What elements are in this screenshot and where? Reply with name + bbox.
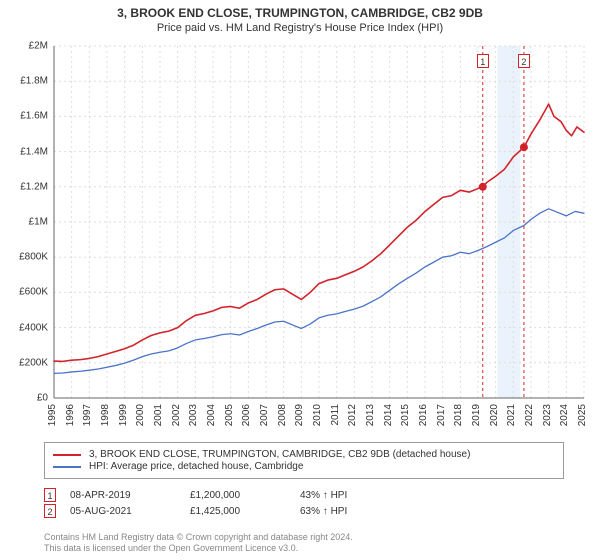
x-tick-label: 1996 <box>65 404 76 426</box>
x-tick-label: 2015 <box>400 404 411 426</box>
legend-box: 3, BROOK END CLOSE, TRUMPINGTON, CAMBRID… <box>44 442 564 479</box>
x-tick-label: 2007 <box>259 404 270 426</box>
transaction-vs-hpi: 63% ↑ HPI <box>300 506 420 517</box>
legend-row-address: 3, BROOK END CLOSE, TRUMPINGTON, CAMBRID… <box>53 449 555 460</box>
transaction-vs-hpi: 43% ↑ HPI <box>300 490 420 501</box>
x-tick-label: 2008 <box>277 404 288 426</box>
footer-line-1: Contains HM Land Registry data © Crown c… <box>44 532 588 543</box>
x-tick-label: 2003 <box>188 404 199 426</box>
x-tick-label: 2009 <box>294 404 305 426</box>
x-tick-label: 2020 <box>489 404 500 426</box>
marker-label-layer: 12 <box>54 46 584 398</box>
x-tick-label: 2013 <box>365 404 376 426</box>
x-tick-label: 2016 <box>418 404 429 426</box>
x-tick-label: 2023 <box>542 404 553 426</box>
y-tick-label: £0 <box>0 393 48 404</box>
footer-line-2: This data is licensed under the Open Gov… <box>44 543 588 554</box>
y-tick-label: £400K <box>0 322 48 333</box>
transaction-row: 1 08-APR-2019£1,200,00043% ↑ HPI <box>44 488 564 502</box>
x-tick-label: 2010 <box>312 404 323 426</box>
x-tick-label: 2005 <box>224 404 235 426</box>
x-tick-label: 1997 <box>82 404 93 426</box>
legend-swatch-hpi <box>53 466 81 468</box>
plot-area: 12 <box>54 46 584 398</box>
y-tick-label: £1.8M <box>0 76 48 87</box>
transaction-price: £1,425,000 <box>190 506 300 517</box>
marker-label: 2 <box>518 54 530 68</box>
transaction-index-box: 2 <box>44 504 56 518</box>
y-tick-label: £600K <box>0 287 48 298</box>
x-tick-label: 1995 <box>47 404 58 426</box>
transaction-row: 2 05-AUG-2021£1,425,00063% ↑ HPI <box>44 504 564 518</box>
transaction-table: 1 08-APR-2019£1,200,00043% ↑ HPI 2 05-AUG-2… <box>44 486 564 520</box>
x-tick-label: 2024 <box>559 404 570 426</box>
x-tick-label: 2012 <box>347 404 358 426</box>
transaction-index-box: 1 <box>44 488 56 502</box>
y-tick-label: £1.6M <box>0 111 48 122</box>
footer-attribution: Contains HM Land Registry data © Crown c… <box>44 532 588 555</box>
x-tick-label: 2022 <box>524 404 535 426</box>
y-tick-label: £200K <box>0 357 48 368</box>
legend-label-address: 3, BROOK END CLOSE, TRUMPINGTON, CAMBRID… <box>89 449 470 460</box>
y-tick-label: £1M <box>0 217 48 228</box>
transaction-price: £1,200,000 <box>190 490 300 501</box>
legend-row-hpi: HPI: Average price, detached house, Camb… <box>53 461 555 472</box>
x-tick-label: 2004 <box>206 404 217 426</box>
y-tick-label: £2M <box>0 41 48 52</box>
y-tick-label: £1.4M <box>0 146 48 157</box>
x-tick-label: 2011 <box>330 404 341 426</box>
transaction-date: 05-AUG-2021 <box>70 506 190 517</box>
legend-label-hpi: HPI: Average price, detached house, Camb… <box>89 461 303 472</box>
x-tick-label: 2017 <box>436 404 447 426</box>
chart-title: 3, BROOK END CLOSE, TRUMPINGTON, CAMBRID… <box>0 6 600 20</box>
x-tick-label: 2006 <box>241 404 252 426</box>
x-tick-label: 2021 <box>506 404 517 426</box>
marker-label: 1 <box>477 54 489 68</box>
y-tick-label: £1.2M <box>0 181 48 192</box>
x-tick-label: 2002 <box>171 404 182 426</box>
x-tick-label: 2025 <box>577 404 588 426</box>
legend-swatch-address <box>53 454 81 456</box>
x-tick-label: 2018 <box>453 404 464 426</box>
x-tick-label: 2001 <box>153 404 164 426</box>
x-tick-label: 2014 <box>383 404 394 426</box>
x-tick-label: 2019 <box>471 404 482 426</box>
x-tick-label: 1999 <box>118 404 129 426</box>
chart-subtitle: Price paid vs. HM Land Registry's House … <box>0 22 600 34</box>
transaction-date: 08-APR-2019 <box>70 490 190 501</box>
title-block: 3, BROOK END CLOSE, TRUMPINGTON, CAMBRID… <box>0 6 600 34</box>
x-tick-label: 2000 <box>135 404 146 426</box>
y-tick-label: £800K <box>0 252 48 263</box>
figure: 3, BROOK END CLOSE, TRUMPINGTON, CAMBRID… <box>0 0 600 560</box>
x-tick-label: 1998 <box>100 404 111 426</box>
